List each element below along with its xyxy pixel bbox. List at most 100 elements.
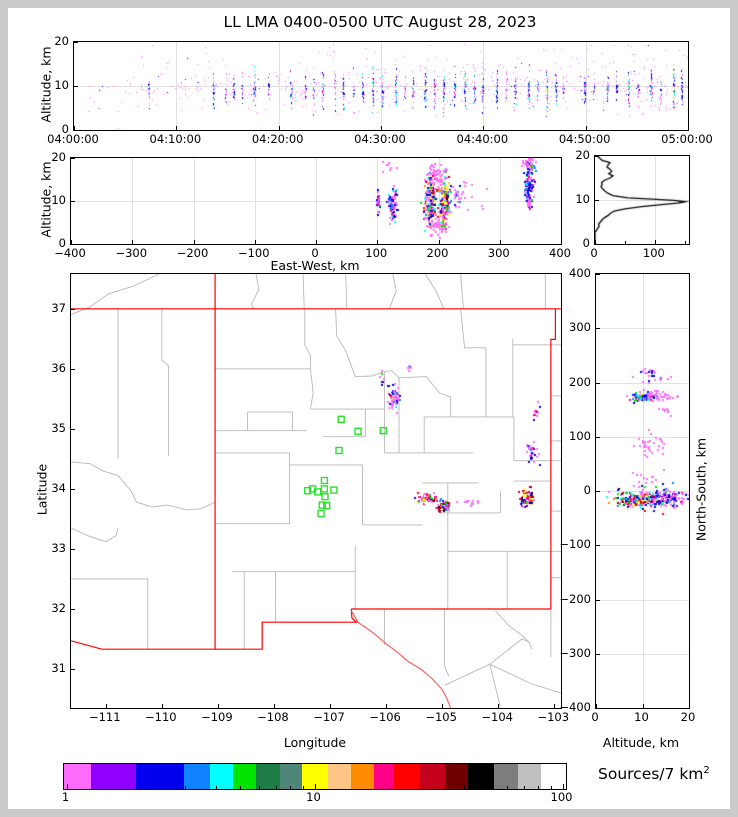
tick-mark [162,704,163,708]
colorbar-minor-tick [551,786,552,789]
colorbar-segment [494,764,518,789]
tick-mark [71,309,75,310]
map-xlabel: Longitude [283,735,347,750]
colorbar-segment [445,764,468,789]
tick-label: 04:00:00 [47,132,99,146]
tick-label: 36 [51,360,66,375]
tick-label: 100 [569,428,591,443]
ns-xlabel: Altitude, km [602,735,680,750]
tick-mark [132,240,133,244]
tick-label: −104 [481,710,513,724]
tick-label: 100 [365,246,388,260]
tick-mark [500,240,501,244]
tick-mark [74,86,78,87]
ew-height-panel [70,157,562,245]
tick-mark [596,328,600,329]
tick-mark [442,704,443,708]
tick-label: 31 [51,660,66,675]
tick-label: −200 [176,246,209,260]
tick-mark [596,274,600,275]
tick-label: −109 [201,710,233,724]
colorbar-segment [184,764,210,789]
tick-label: −103 [537,710,570,724]
colorbar-minor-tick [141,786,142,789]
tick-mark [595,200,599,201]
tick-label: 0 [583,483,591,497]
tick-label: −300 [559,645,591,660]
tick-label: 0 [311,246,319,260]
tick-label: −300 [115,246,148,260]
tick-mark [561,240,562,244]
tick-label: 20 [575,148,590,162]
colorbar [63,763,567,790]
tick-label: 35 [51,420,66,435]
tick-mark [255,240,256,244]
tick-label: 300 [569,320,591,335]
colorbar-segment [468,764,494,789]
tick-label: −111 [88,710,121,724]
map-panel-data [71,274,561,708]
tick-mark [596,383,600,384]
tick-mark [655,240,656,244]
tick-mark [71,158,75,159]
tick-label: 400 [569,266,591,280]
tick-mark [596,600,600,601]
tick-label: 10 [51,193,66,207]
tick-label: 20 [51,150,66,164]
tick-label: −105 [425,710,457,724]
tick-label: 100 [642,246,665,260]
tick-mark [71,669,75,670]
tick-label: −100 [559,537,591,552]
tick-mark [106,704,107,708]
tick-mark [643,704,644,708]
tick-mark [554,704,555,708]
tick-mark [596,491,600,492]
colorbar-minor-tick [216,786,217,789]
tick-label: 33 [51,540,66,555]
tick-label: 37 [51,300,66,315]
tick-label: 04:20:00 [251,132,304,146]
tick-label: 20 [680,710,696,724]
colorbar-segment [280,764,302,789]
colorbar-segment [136,764,184,789]
colorbar-minor-tick [389,786,390,789]
colorbar-segment [394,764,420,789]
colorbar-minor-tick [259,786,260,789]
tick-label: −400 [54,246,86,260]
colorbar-minor-tick [240,786,241,789]
figure-title: LL LMA 0400-0500 UTC August 28, 2023 [223,13,537,31]
tick-label: 10 [575,192,590,206]
tick-mark [381,126,382,130]
tick-label: 20 [54,34,69,48]
tick-label: 300 [487,246,510,260]
tick-label: −107 [313,710,345,724]
tick-label: 200 [426,246,449,260]
tick-mark [596,654,600,655]
tick-mark [71,549,75,550]
tick-mark [218,704,219,708]
tick-mark [71,369,75,370]
colorbar-minor-tick [290,786,291,789]
tick-mark [596,437,600,438]
tick-mark [595,244,599,245]
colorbar-segment [518,764,541,789]
tick-label: −400 [559,700,591,714]
tick-mark [176,126,177,130]
map-panel [70,273,562,709]
tick-label: 10 [634,710,649,724]
colorbar-segment [91,764,136,789]
colorbar-tick-label: 10 [306,790,321,804]
tick-mark [596,545,600,546]
colorbar-minor-tick [303,786,304,789]
tick-mark [596,708,600,709]
tick-mark [377,240,378,244]
tick-label: 34 [51,480,66,495]
tick-label: 400 [549,246,571,260]
colorbar-minor-tick [185,786,186,789]
colorbar-segment [328,764,351,789]
minor-tick [685,241,686,244]
tick-label: 04:30:00 [354,132,406,146]
tick-mark [498,704,499,708]
tick-mark [483,126,484,130]
